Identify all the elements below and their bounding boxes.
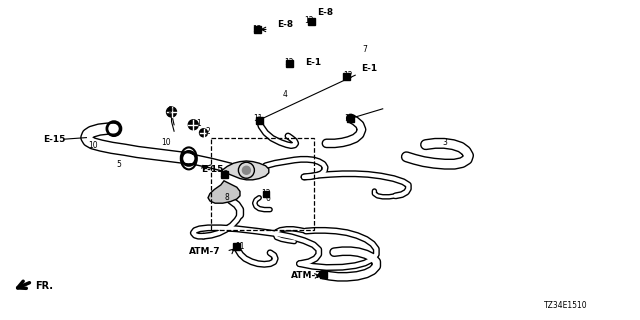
Text: 12: 12 — [304, 16, 313, 25]
Text: 12: 12 — [253, 25, 262, 34]
Text: 5: 5 — [116, 160, 121, 169]
Text: 6: 6 — [265, 194, 270, 203]
Bar — [262, 191, 269, 197]
Text: 11: 11 — [319, 271, 328, 280]
Text: 12: 12 — [343, 71, 352, 80]
Text: 12: 12 — [220, 170, 228, 179]
Bar — [221, 171, 227, 178]
Circle shape — [166, 107, 177, 117]
Text: TZ34E1510: TZ34E1510 — [544, 301, 588, 310]
Text: 10: 10 — [88, 141, 98, 150]
Bar — [308, 18, 315, 25]
Text: 11: 11 — [236, 242, 244, 251]
Text: 12: 12 — [262, 189, 271, 198]
Polygon shape — [208, 181, 240, 203]
Circle shape — [243, 166, 250, 174]
Text: 8: 8 — [225, 193, 230, 202]
Text: 3: 3 — [442, 138, 447, 147]
Text: 11: 11 — [253, 114, 262, 123]
Text: E-8: E-8 — [277, 20, 293, 29]
Text: E-1: E-1 — [305, 58, 321, 67]
Bar — [256, 116, 262, 124]
Text: E-8: E-8 — [317, 8, 333, 17]
Bar — [348, 115, 354, 122]
Text: E-15: E-15 — [202, 165, 224, 174]
Bar — [254, 26, 260, 33]
Text: FR.: FR. — [35, 281, 53, 292]
Circle shape — [200, 129, 207, 137]
Text: 12: 12 — [285, 58, 294, 67]
Text: ATM-7: ATM-7 — [291, 271, 323, 280]
Text: 4: 4 — [282, 90, 287, 99]
Text: 2: 2 — [205, 127, 211, 136]
Bar — [344, 73, 350, 80]
Text: E-1: E-1 — [362, 64, 378, 73]
Text: 9: 9 — [167, 106, 172, 115]
Bar — [286, 60, 292, 67]
Polygon shape — [221, 161, 269, 180]
Text: 7: 7 — [362, 45, 367, 54]
Bar — [211, 138, 314, 230]
Circle shape — [188, 120, 198, 130]
Text: 11: 11 — [344, 114, 353, 123]
Text: ATM-7: ATM-7 — [189, 247, 220, 256]
Text: 1: 1 — [196, 119, 201, 128]
Text: 10: 10 — [161, 138, 172, 147]
Bar — [234, 243, 240, 250]
Text: E-15: E-15 — [44, 135, 66, 144]
Bar — [320, 271, 326, 278]
